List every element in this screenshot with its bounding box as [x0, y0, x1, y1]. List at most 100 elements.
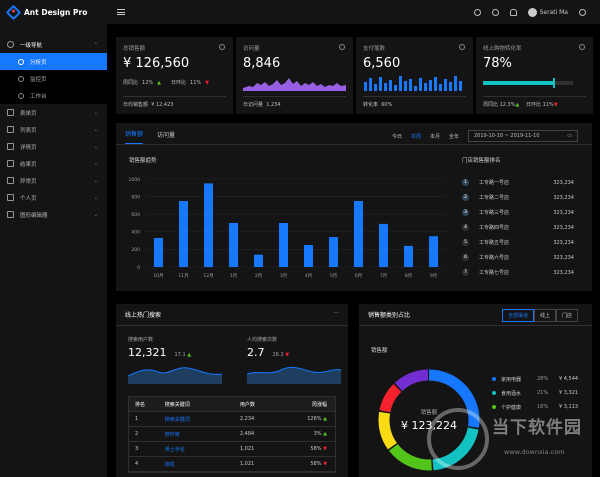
info-icon[interactable] — [459, 44, 465, 50]
user-menu[interactable]: Serati Ma — [527, 7, 568, 17]
sidebar-item-analysis[interactable]: 分析页 — [0, 53, 107, 70]
sidebar-item-label: 异常页 — [20, 178, 37, 185]
sidebar-item-form[interactable]: 表单页 ⌄ — [0, 104, 107, 121]
bar[interactable] — [279, 223, 288, 267]
range-week[interactable]: 本周 — [410, 133, 421, 140]
footer-label: 日均销售额 — [123, 102, 149, 108]
legend-item[interactable]: 个护健康 16% ¥ 3,113 — [492, 400, 588, 414]
bar[interactable] — [254, 254, 263, 267]
segment-store[interactable]: 门店 — [555, 309, 578, 322]
info-icon[interactable] — [579, 44, 585, 50]
col-change[interactable]: 周涨幅 — [311, 401, 327, 408]
stat-trend: 周同比 12% ▲ 日环比 11% ▼ — [123, 74, 226, 91]
stat-footer: 周同比 12.3%▲ 日环比 11%▼ — [483, 96, 586, 108]
change-value: 58% — [310, 461, 324, 467]
cell-users: 2,234 — [239, 416, 255, 422]
bar[interactable] — [379, 223, 388, 267]
bar[interactable] — [229, 223, 238, 267]
rank-store-name: 工专路三号店 — [479, 210, 510, 216]
sidebar-item-exception[interactable]: 异常页 ⌄ — [0, 172, 107, 189]
trend-value: 11% — [190, 79, 202, 86]
bar[interactable] — [304, 245, 313, 267]
cell-keyword: 搜索关键词 — [165, 416, 240, 423]
x-tick-label: 5月 — [330, 273, 337, 279]
info-icon[interactable] — [339, 44, 345, 50]
trend-value: 12% — [142, 79, 154, 86]
trend-label: 周同比 — [123, 80, 139, 86]
caret-down-icon: ▼ — [323, 461, 327, 467]
rank-store-name: 工专路五号店 — [479, 240, 510, 246]
table-row: 2 搜作家 2,484 3% ▲ — [129, 427, 335, 442]
keyword-link[interactable]: 搜机 — [164, 461, 175, 468]
bar[interactable] — [404, 245, 413, 267]
legend-value: ¥ 3,113 — [559, 404, 579, 410]
segment-online[interactable]: 线上 — [533, 309, 556, 322]
legend-percent: 16% — [537, 404, 549, 410]
more-icon[interactable]: ··· — [333, 310, 339, 317]
bar[interactable] — [154, 237, 163, 267]
sidebar-item-result[interactable]: 结果页 ⌄ — [0, 155, 107, 172]
col-users[interactable]: 用户数 — [239, 401, 255, 408]
sidebar-item-label: 监控页 — [30, 76, 47, 83]
sidebar: Ant Design Pro 一级导航 ⌃ 分析页 监控页 工作台 表单页 ⌄ 列… — [0, 0, 107, 477]
footer-value: ¥ 12,423 — [151, 102, 174, 108]
logo[interactable]: Ant Design Pro — [0, 0, 107, 24]
form-icon — [7, 109, 14, 116]
sidebar-item-account[interactable]: 个人页 ⌄ — [0, 189, 107, 206]
ss-rate: 17.1 — [174, 352, 186, 358]
tab-visits[interactable]: 访问量 — [157, 132, 176, 139]
sidebar-item-workplace[interactable]: 工作台 — [0, 87, 107, 104]
range-month[interactable]: 本月 — [429, 133, 440, 140]
cell-users: 1,021 — [239, 461, 255, 467]
footer-label: 转化率 — [363, 102, 379, 108]
trend-label: 日环比 — [525, 102, 541, 108]
search-users-area — [127, 367, 223, 384]
segment-all[interactable]: 全部渠道 — [501, 309, 534, 322]
info-icon[interactable] — [219, 44, 225, 50]
chevron-up-icon: ⌃ — [93, 41, 98, 48]
cell-rank: 1 — [135, 416, 139, 422]
search-users-block: 搜索用户数 12,321 17.1 ▲ — [127, 336, 223, 386]
range-today[interactable]: 今日 — [391, 133, 402, 140]
sidebar-item-nav-level-1[interactable]: 一级导航 ⌃ — [0, 36, 107, 53]
donut-slice[interactable] — [378, 369, 480, 471]
rank-value: 323,234 — [553, 239, 574, 246]
sidebar-item-label: 工作台 — [30, 93, 47, 100]
rank-store-name: 工专路四号店 — [479, 225, 510, 231]
bar[interactable] — [329, 237, 338, 267]
globe-icon[interactable] — [579, 8, 586, 16]
sidebar-item-list[interactable]: 列表页 ⌄ — [0, 121, 107, 138]
rank-value: 323,234 — [553, 194, 574, 201]
search-table: 排名 搜索关键词 用户数 周涨幅 1 搜索关键词 2,234 126% ▲ 2 搜作家 2,… — [128, 396, 336, 473]
bar[interactable] — [179, 201, 188, 267]
trend-value: 12.3% — [499, 102, 516, 108]
user-icon — [7, 194, 14, 201]
donut-slice[interactable] — [378, 369, 480, 471]
question-icon[interactable] — [491, 8, 499, 16]
rank-value: 323,234 — [553, 224, 574, 231]
bell-icon[interactable] — [509, 8, 517, 16]
keyword-link[interactable]: 男士手包 — [164, 446, 185, 453]
bar[interactable] — [429, 236, 438, 267]
stat-card-conversion: 线上购物转化率 78% 周同比 12.3%▲ 日环比 11%▼ — [476, 37, 593, 114]
range-year[interactable]: 全年 — [448, 133, 459, 140]
legend-name: 家用电器 — [501, 376, 522, 383]
menu-fold-icon[interactable] — [117, 9, 125, 15]
search-avg-area — [246, 366, 342, 384]
donut-center-label: 销售额 — [421, 408, 438, 416]
legend-item[interactable]: 食用酒水 21% ¥ 3,321 — [492, 386, 588, 400]
keyword-link[interactable]: 搜索关键词 — [164, 416, 190, 423]
tab-sales[interactable]: 销售额 — [125, 129, 144, 144]
sidebar-item-editor[interactable]: 图形编辑器 ⌄ — [0, 206, 107, 223]
bar[interactable] — [354, 201, 363, 267]
sidebar-item-profile[interactable]: 详情页 ⌄ — [0, 138, 107, 155]
search-icon[interactable] — [473, 8, 481, 16]
sidebar-item-monitor[interactable]: 监控页 — [0, 70, 107, 87]
x-tick-label: 1月 — [230, 273, 237, 279]
bar[interactable] — [204, 183, 213, 267]
legend-item[interactable]: 家用电器 28% ¥ 4,544 — [492, 372, 588, 386]
legend-dot — [492, 405, 496, 409]
keyword-link[interactable]: 搜作家 — [164, 431, 180, 438]
sidebar-menu: 一级导航 ⌃ 分析页 监控页 工作台 表单页 ⌄ 列表页 ⌄ 详情页 ⌄ 结果页 ⌄ 异… — [0, 36, 107, 223]
date-range-input[interactable]: 2019-10-10 ~ 2019-11-10 ▭ — [468, 130, 578, 142]
